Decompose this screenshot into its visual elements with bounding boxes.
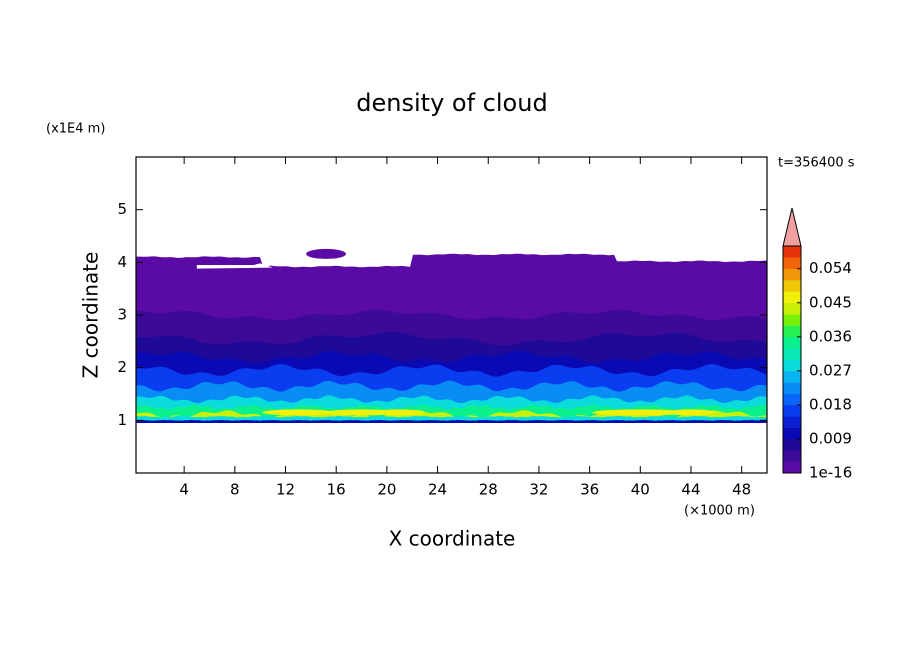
colorbar-level — [783, 336, 801, 349]
x-tick-label: 4 — [179, 481, 189, 499]
colorbar-level — [783, 450, 801, 462]
contour-band — [262, 409, 335, 416]
colorbar-tick-label: 0.054 — [809, 259, 852, 277]
colorbar-level — [783, 359, 801, 372]
x-unit: (×1000 m) — [684, 504, 755, 519]
x-axis-label: X coordinate — [389, 527, 516, 551]
colorbar-level — [783, 416, 801, 428]
time-label: t=356400 s — [778, 156, 855, 171]
x-tick-label: 20 — [377, 481, 396, 499]
x-tick-label: 44 — [681, 481, 700, 499]
colorbar-level — [783, 246, 801, 258]
colorbar-level — [783, 404, 801, 417]
colorbar-tick-label: 0.027 — [809, 361, 852, 379]
colorbar-level — [783, 280, 801, 292]
x-tick-label: 8 — [230, 481, 240, 499]
contour-band — [375, 409, 424, 416]
colorbar-level — [783, 461, 801, 474]
colorbar-level — [783, 427, 801, 440]
colorbar-level — [783, 438, 801, 451]
x-tick-label: 36 — [580, 481, 599, 499]
y-tick-label: 5 — [117, 200, 127, 218]
colorbar-level — [783, 348, 801, 360]
chart-title: density of cloud — [356, 89, 547, 117]
x-tick-label: 12 — [276, 481, 295, 499]
colorbar-tick-label: 0.036 — [809, 327, 852, 345]
colorbar-level — [783, 314, 801, 326]
x-tick-label: 28 — [479, 481, 498, 499]
colorbar-frame — [782, 245, 802, 474]
contour-gap — [196, 263, 273, 269]
contour-band — [592, 409, 689, 416]
colorbar-level — [783, 393, 801, 406]
colorbar-level — [783, 370, 801, 383]
colorbar-level — [783, 291, 801, 304]
y-tick-label: 2 — [117, 358, 127, 376]
colorbar-tick-label: 1e-16 — [809, 464, 852, 482]
colorbar-extend — [782, 207, 802, 247]
y-unit: (x1E4 m) — [46, 122, 105, 137]
x-tick-label: 40 — [631, 481, 650, 499]
y-axis-label: Z coordinate — [79, 252, 103, 379]
colorbar-tick-label: 0.009 — [809, 429, 852, 447]
colorbar-tick-label: 0.018 — [809, 395, 852, 413]
contour-field — [136, 248, 767, 423]
colorbar-level — [783, 268, 801, 281]
contour-band — [666, 409, 715, 416]
y-tick-label: 4 — [117, 253, 127, 271]
x-tick-label: 24 — [428, 481, 447, 499]
x-tick-label: 32 — [529, 481, 548, 499]
colorbar-tick-label: 0.045 — [809, 293, 852, 311]
contour-band — [306, 248, 347, 259]
x-tick-label: 48 — [732, 481, 751, 499]
y-tick-label: 3 — [117, 306, 127, 324]
contour-band — [136, 419, 767, 423]
colorbar-level — [783, 302, 801, 315]
colorbar-level — [783, 382, 801, 394]
colorbar-level — [783, 257, 801, 269]
colorbar-level — [783, 325, 801, 338]
y-tick-label: 1 — [117, 411, 127, 429]
x-tick-label: 16 — [327, 481, 346, 499]
